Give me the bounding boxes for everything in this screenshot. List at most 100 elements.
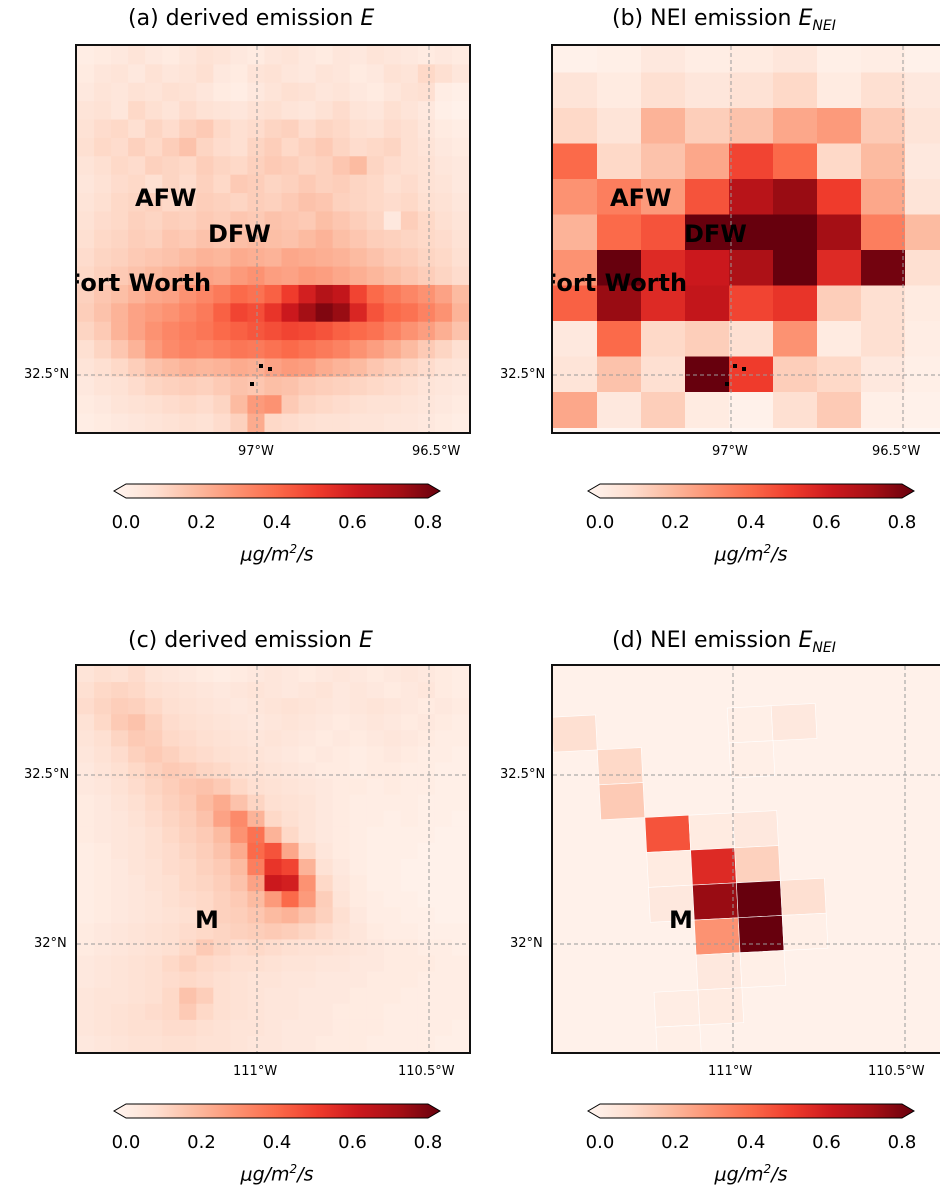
emission-cell (332, 156, 351, 176)
colorbar-tick-label: 0.0 (111, 512, 141, 533)
emission-cell (111, 1035, 129, 1052)
emission-cell (145, 193, 163, 212)
emission-cell (905, 108, 940, 144)
emission-cell (434, 794, 453, 812)
emission-cell (366, 971, 385, 989)
emission-cell (773, 108, 818, 144)
emission-cell (400, 266, 419, 286)
emission-cell (145, 955, 163, 973)
emission-cell (247, 211, 265, 231)
emission-cell (77, 64, 95, 84)
emission-cell (145, 395, 163, 415)
emission-cell (230, 266, 248, 286)
emission-cell (332, 303, 351, 323)
emission-cell (451, 794, 469, 812)
emission-cell (179, 987, 197, 1005)
emission-cell (264, 156, 283, 176)
emission-cell (264, 1019, 283, 1037)
emission-cell (349, 955, 368, 973)
emission-cell (281, 987, 300, 1005)
emission-cell (281, 229, 300, 249)
emission-cell (298, 666, 317, 683)
emission-cell (179, 119, 197, 139)
emission-cell (349, 229, 368, 249)
emission-cell (451, 987, 469, 1005)
emission-cell (213, 891, 231, 908)
emission-cell (349, 826, 368, 844)
emission-cell (332, 875, 351, 892)
emission-cell (281, 248, 300, 268)
emission-cell (281, 875, 300, 892)
emission-cell (332, 794, 351, 812)
emission-cell (145, 939, 163, 956)
emission-cell (773, 392, 818, 428)
emission-cell (349, 682, 368, 699)
emission-cell (230, 1003, 248, 1021)
emission-cell (597, 72, 642, 109)
emission-cell (861, 285, 906, 322)
emission-cell (332, 939, 351, 956)
emission-cell (264, 778, 283, 796)
emission-cell (349, 891, 368, 908)
emission-cell (861, 179, 906, 215)
emission-cell (451, 82, 469, 102)
lon-label-96-5: 96.5°W (412, 444, 461, 459)
emission-cell (417, 1019, 436, 1037)
emission-cell (230, 229, 248, 249)
emission-cell (366, 955, 385, 973)
emission-cell (451, 193, 469, 212)
emission-cell (145, 101, 163, 121)
emission-cell (366, 987, 385, 1005)
emission-cell (94, 794, 112, 812)
emission-cell (213, 284, 231, 304)
emission-cell (861, 143, 906, 180)
emission-cell (400, 248, 419, 268)
emission-cell (179, 1035, 197, 1052)
emission-cell (230, 730, 248, 747)
panel-d-grid (553, 666, 940, 1052)
emission-cell (417, 842, 436, 860)
emission-cell (434, 810, 453, 828)
emission-cell (281, 46, 300, 65)
colorbar-tick-label: 0.0 (585, 1132, 615, 1153)
emission-cell (230, 698, 248, 715)
panel-d-map: M (551, 664, 940, 1054)
emission-cell (128, 156, 146, 176)
emission-cell (400, 119, 419, 139)
emission-cell (451, 1003, 469, 1021)
emission-cell (451, 923, 469, 940)
airport-marker (259, 364, 263, 368)
emission-cell (77, 794, 95, 812)
emission-cell (145, 730, 163, 747)
emission-cell (77, 284, 95, 304)
emission-cell (94, 810, 112, 828)
emission-cell (451, 340, 469, 359)
emission-cell (77, 955, 95, 973)
emission-cell (145, 907, 163, 924)
emission-cell (298, 955, 317, 973)
emission-cell (213, 413, 231, 432)
emission-cell (298, 193, 317, 212)
emission-cell (400, 810, 419, 828)
emission-cell (281, 842, 300, 860)
emission-cell (332, 923, 351, 940)
emission-cell (417, 794, 436, 812)
emission-cell (332, 1035, 351, 1052)
emission-cell (77, 971, 95, 989)
emission-cell (281, 826, 300, 844)
emission-cell (77, 229, 95, 249)
emission-cell (179, 778, 197, 796)
emission-cell (366, 82, 385, 102)
emission-cell (77, 211, 95, 231)
emission-cell (400, 156, 419, 176)
emission-cell (597, 46, 642, 73)
emission-cell (451, 714, 469, 731)
emission-cell (196, 730, 214, 747)
emission-cell (111, 137, 129, 157)
airport-marker (725, 382, 729, 386)
emission-cell (434, 923, 453, 940)
emission-cell (77, 762, 95, 780)
emission-cell (111, 321, 129, 341)
emission-cell (451, 939, 469, 956)
emission-cell (162, 137, 180, 157)
